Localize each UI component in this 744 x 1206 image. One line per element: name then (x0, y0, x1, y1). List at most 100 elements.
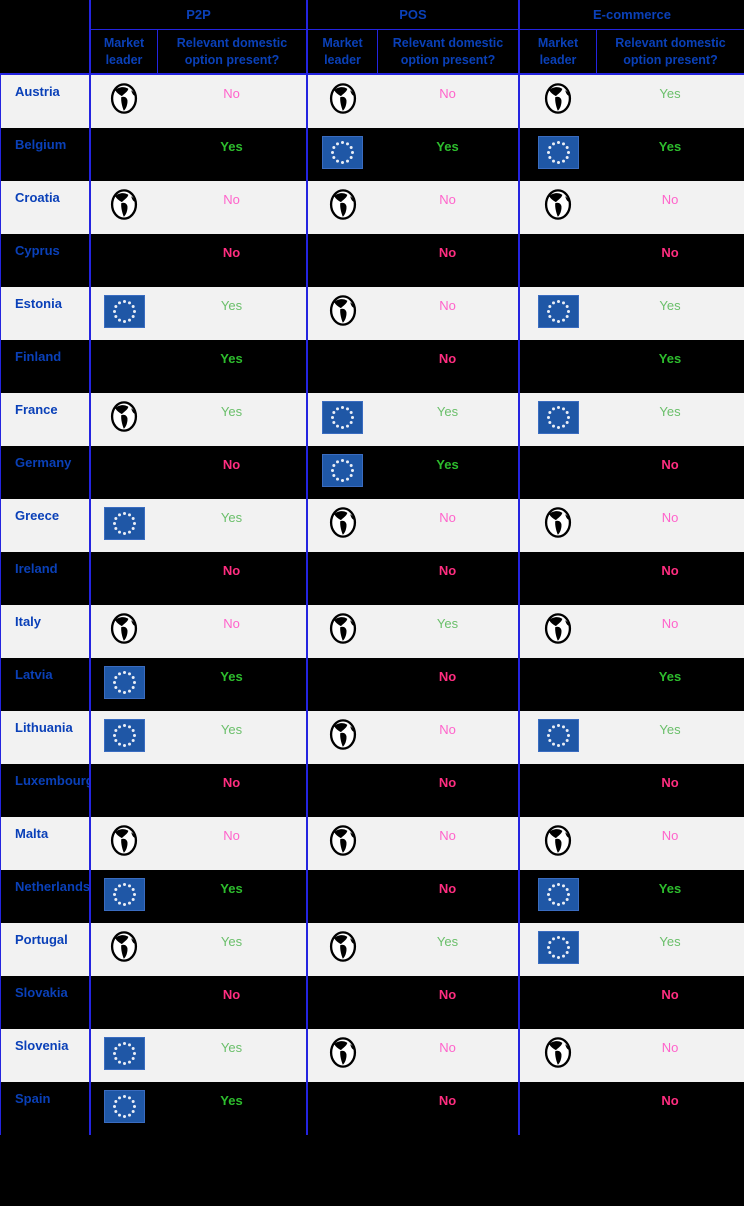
country-name: France (0, 393, 89, 446)
pos-market-leader-cell (306, 499, 377, 552)
subheader-ecommerce-market-leader: Market leader (518, 30, 596, 73)
globe-icon (110, 931, 138, 962)
p2p-market-leader-cell (89, 287, 157, 340)
eu-flag-icon (103, 507, 145, 540)
ecommerce-market-leader-cell (518, 1082, 596, 1135)
p2p-domestic-option-cell: Yes (220, 669, 243, 684)
p2p-domestic-option-cell: Yes (220, 881, 243, 896)
country-name: Germany (0, 446, 89, 499)
pos-market-leader-cell (306, 870, 377, 923)
pos-domestic-option-cell: No (438, 987, 457, 1002)
ecommerce-market-leader-cell (518, 976, 596, 1029)
pos-market-leader-cell (306, 605, 377, 658)
pos-domestic-option-cell: Yes (436, 139, 459, 154)
ecommerce-domestic-option-cell: No (661, 987, 679, 1002)
globe-icon (110, 189, 138, 220)
globe-icon (544, 613, 572, 644)
country-name: Netherlands (0, 870, 89, 923)
ecommerce-market-leader-cell (518, 340, 596, 393)
corner-cell (0, 0, 89, 73)
p2p-market-leader-cell (89, 1082, 157, 1135)
pos-domestic-option-cell: No (438, 563, 457, 578)
eu-flag-icon (537, 295, 579, 328)
ecommerce-market-leader-cell (518, 870, 596, 923)
country-name: Malta (0, 817, 89, 870)
globe-icon (329, 719, 356, 750)
eu-flag-icon (322, 136, 363, 169)
table-row: Spain Yes No No (0, 1082, 744, 1135)
pos-market-leader-cell (306, 446, 377, 499)
p2p-market-leader-cell (89, 605, 157, 658)
globe-icon (329, 295, 356, 326)
p2p-market-leader-cell (89, 711, 157, 764)
subheader-pos-domestic-option: Relevant domestic option present? (377, 30, 518, 73)
p2p-market-leader-cell (89, 658, 157, 711)
pos-domestic-option-cell: No (439, 86, 456, 101)
globe-icon (544, 825, 572, 856)
ecommerce-market-leader-cell (518, 711, 596, 764)
eu-flag-icon (103, 295, 145, 328)
pos-domestic-option-cell: No (438, 245, 457, 260)
ecommerce-market-leader-cell (518, 658, 596, 711)
subheader-ecommerce-domestic-option: Relevant domestic option present? (596, 30, 744, 73)
globe-icon (329, 83, 356, 114)
eu-flag-icon (537, 931, 579, 964)
pos-domestic-option-cell: Yes (436, 404, 459, 419)
p2p-market-leader-cell (89, 340, 157, 393)
p2p-market-leader-cell (89, 870, 157, 923)
pos-market-leader-cell (306, 181, 377, 234)
subheader-p2p-market-leader: Market leader (89, 30, 157, 73)
pos-market-leader-cell (306, 1029, 377, 1082)
pos-domestic-option-cell: No (438, 1093, 457, 1108)
table-row: Latvia Yes No Yes (0, 658, 744, 711)
bottom-filler (0, 1135, 744, 1206)
country-name: Slovenia (0, 1029, 89, 1082)
p2p-domestic-option-cell: Yes (220, 934, 243, 949)
table-row: Lithuania Yes No (0, 711, 744, 764)
ecommerce-domestic-option-cell: Yes (659, 404, 681, 419)
pos-market-leader-cell (306, 552, 377, 605)
table-body: Austria No No Yes Belgium Yes (0, 75, 744, 1135)
ecommerce-market-leader-cell (518, 605, 596, 658)
p2p-domestic-option-cell: Yes (220, 510, 243, 525)
globe-icon (110, 825, 138, 856)
globe-icon (329, 507, 356, 538)
p2p-domestic-option-cell: No (222, 775, 241, 790)
pos-domestic-option-cell: No (439, 298, 456, 313)
ecommerce-market-leader-cell (518, 181, 596, 234)
globe-icon (329, 1037, 356, 1068)
ecommerce-market-leader-cell (518, 287, 596, 340)
pos-domestic-option-cell: No (439, 1040, 456, 1055)
p2p-domestic-option-cell: No (223, 86, 240, 101)
table-row: Cyprus No No No (0, 234, 744, 287)
ecommerce-domestic-option-cell: No (661, 616, 679, 631)
p2p-market-leader-cell (89, 976, 157, 1029)
pos-domestic-option-cell: No (438, 881, 457, 896)
table-row: Portugal Yes Yes Yes (0, 923, 744, 976)
table-row: Croatia No No No (0, 181, 744, 234)
pos-market-leader-cell (306, 287, 377, 340)
ecommerce-market-leader-cell (518, 446, 596, 499)
ecommerce-market-leader-cell (518, 75, 596, 128)
p2p-market-leader-cell (89, 181, 157, 234)
pos-domestic-option-cell: No (438, 351, 457, 366)
pos-market-leader-cell (306, 393, 377, 446)
country-name: Estonia (0, 287, 89, 340)
country-name: Ireland (0, 552, 89, 605)
p2p-domestic-option-cell: No (222, 457, 241, 472)
ecommerce-domestic-option-cell: Yes (659, 722, 681, 737)
pos-domestic-option-cell: Yes (436, 616, 459, 631)
p2p-domestic-option-cell: Yes (220, 351, 243, 366)
table-row: Malta No No No (0, 817, 744, 870)
ecommerce-domestic-option-cell: Yes (659, 298, 681, 313)
ecommerce-market-leader-cell (518, 234, 596, 287)
eu-flag-icon (537, 878, 579, 911)
country-name: Italy (0, 605, 89, 658)
table-row: Netherlands Yes No Yes (0, 870, 744, 923)
country-name: Slovakia (0, 976, 89, 1029)
p2p-market-leader-cell (89, 764, 157, 817)
globe-icon (544, 1037, 572, 1068)
eu-flag-icon (103, 719, 145, 752)
globe-icon (544, 507, 572, 538)
country-name: Latvia (0, 658, 89, 711)
